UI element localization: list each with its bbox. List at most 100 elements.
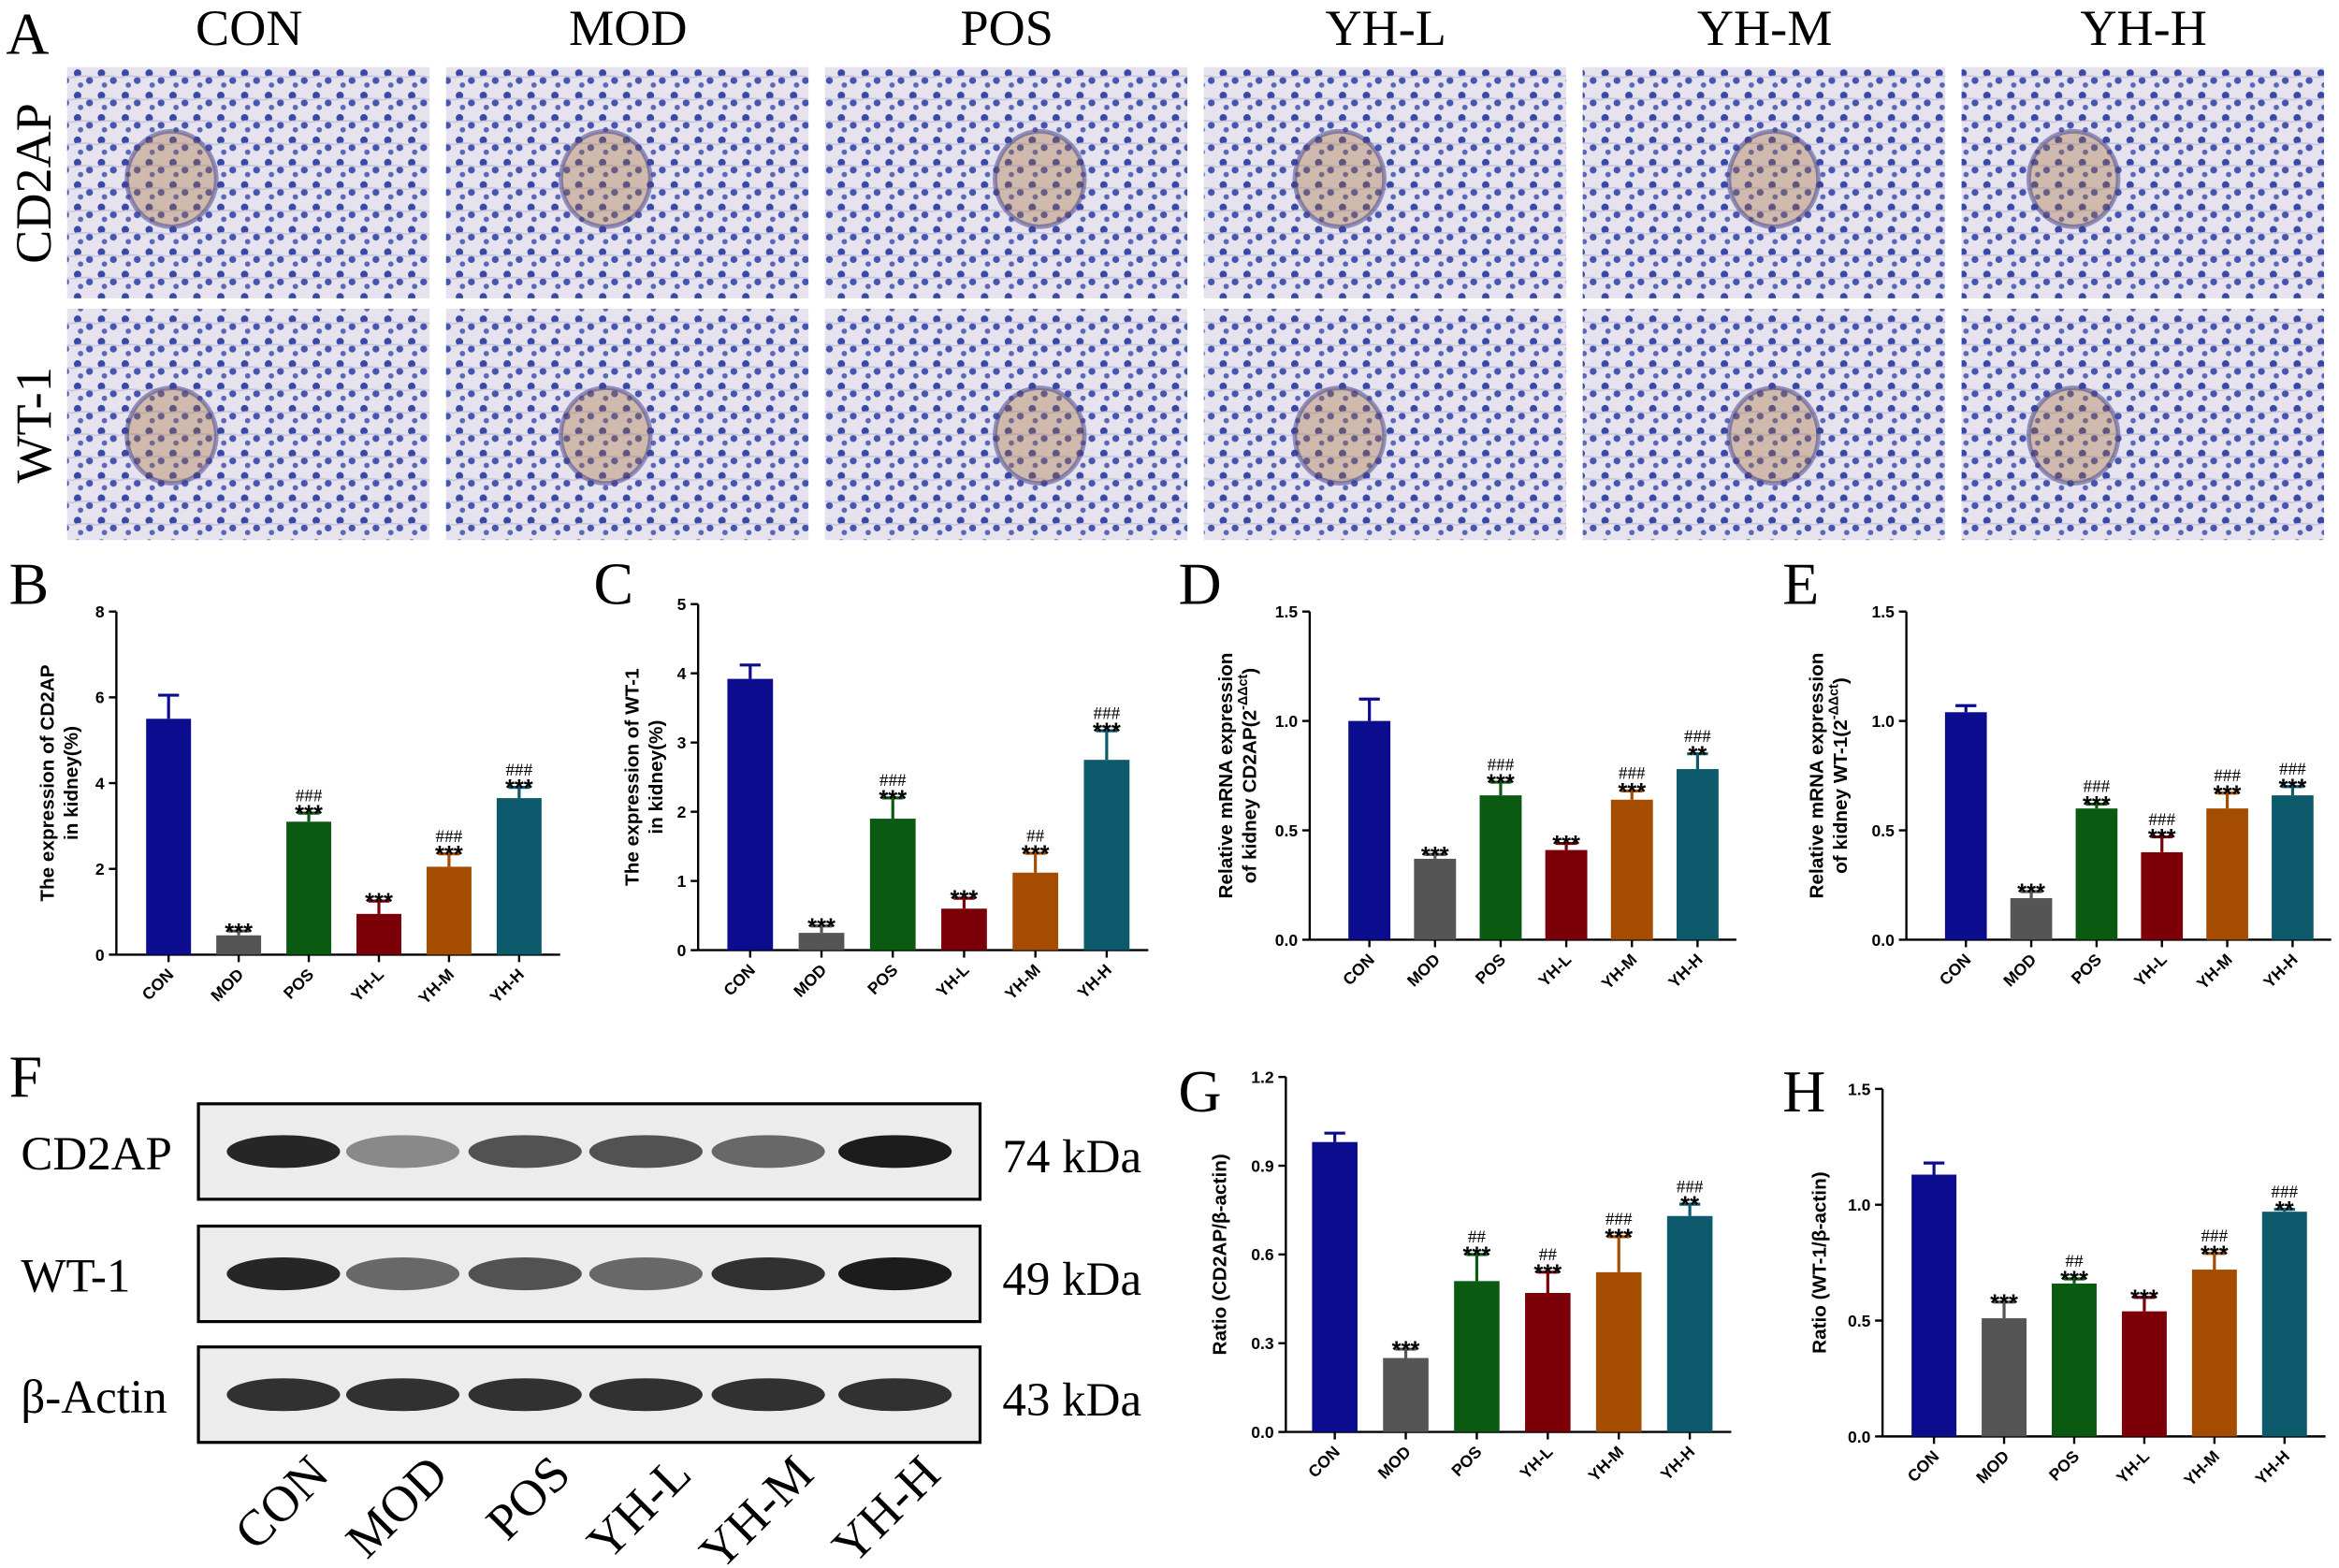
bar bbox=[2121, 1311, 2167, 1437]
x-tick-label: MOD bbox=[1403, 950, 1444, 990]
x-tick-label: YH-L bbox=[933, 960, 973, 1000]
bar bbox=[2191, 1270, 2237, 1437]
significance-stars: ** bbox=[1688, 742, 1707, 768]
significance-hashes: ### bbox=[1619, 764, 1646, 784]
y-tick-label: 0.0 bbox=[1251, 1423, 1274, 1442]
error-bar bbox=[1993, 1300, 2015, 1319]
x-tick-label: YH-H bbox=[487, 965, 528, 1006]
panel-letter: D bbox=[1179, 551, 1222, 617]
blot-band bbox=[711, 1135, 825, 1169]
blot-row-label: β-Actin bbox=[21, 1372, 167, 1424]
y-tick-label: 0.9 bbox=[1251, 1156, 1274, 1175]
glomerulus bbox=[1292, 385, 1387, 486]
y-tick-label: 1.0 bbox=[1872, 712, 1896, 731]
bar bbox=[1414, 858, 1457, 940]
blot-band bbox=[226, 1378, 341, 1412]
column-label: CON bbox=[196, 0, 302, 56]
row-label: CD2AP bbox=[6, 103, 62, 264]
y-axis-label: Ratio (CD2AP/β-actin) bbox=[1210, 1154, 1231, 1355]
significance-hashes: ### bbox=[296, 786, 323, 806]
significance-stars: *** bbox=[879, 786, 907, 812]
blot-band bbox=[838, 1378, 952, 1412]
significance-stars: *** bbox=[951, 887, 979, 913]
micrograph bbox=[445, 309, 809, 541]
significance-hashes: ### bbox=[2271, 1183, 2298, 1202]
bar bbox=[1525, 1292, 1571, 1432]
error-bar bbox=[1923, 1161, 1945, 1175]
error-bar bbox=[882, 796, 904, 820]
x-tick-label: MOD bbox=[1999, 950, 2040, 990]
significance-stars: *** bbox=[225, 920, 253, 946]
x-tick-label: POS bbox=[2068, 950, 2105, 987]
y-tick-label: 1.0 bbox=[1848, 1196, 1871, 1214]
blot-band bbox=[838, 1135, 952, 1169]
glomerulus bbox=[2026, 128, 2121, 229]
y-axis-label: of kidney WT-1(2-ΔΔct) bbox=[1826, 677, 1852, 874]
significance-stars: *** bbox=[2060, 1268, 2088, 1294]
blot-band bbox=[588, 1135, 703, 1169]
error-bar bbox=[2020, 890, 2042, 899]
bar bbox=[496, 798, 542, 955]
y-axis-label-line: Relative mRNA expression bbox=[1215, 653, 1237, 899]
y-tick-label: 5 bbox=[677, 595, 687, 614]
y-axis-label-line: Ratio (WT-1/β-actin) bbox=[1809, 1171, 1831, 1354]
significance-stars: *** bbox=[2148, 825, 2176, 851]
bar bbox=[286, 821, 332, 955]
y-tick-label: 0.0 bbox=[1872, 931, 1896, 950]
bar bbox=[216, 935, 262, 955]
blot-band bbox=[468, 1135, 582, 1169]
x-tick-label: YH-H bbox=[2259, 950, 2301, 991]
bar bbox=[1911, 1174, 1957, 1437]
y-axis-label: in kidney(%) bbox=[646, 720, 667, 835]
significance-hashes: ## bbox=[1026, 826, 1045, 846]
glomerulus bbox=[124, 128, 219, 229]
y-tick-label: 4 bbox=[677, 664, 687, 683]
error-bar bbox=[1358, 697, 1380, 721]
column-label: MOD bbox=[569, 0, 687, 56]
significance-stars: *** bbox=[2083, 792, 2111, 819]
significance-stars: *** bbox=[1022, 842, 1050, 868]
x-tick-label: CON bbox=[719, 961, 759, 1000]
significance-hashes: ## bbox=[2065, 1252, 2084, 1271]
significance-stars: *** bbox=[1605, 1225, 1633, 1251]
y-axis-label: The expression of WT-1 bbox=[621, 668, 643, 886]
x-tick-label: MOD bbox=[1972, 1446, 2012, 1487]
bar bbox=[1012, 872, 1059, 951]
significance-stars: *** bbox=[2201, 1241, 2229, 1268]
y-tick-label: 6 bbox=[95, 689, 105, 707]
y-tick-label: 2 bbox=[95, 860, 105, 878]
blot-size-label: 43 kDa bbox=[1002, 1374, 1141, 1427]
y-axis-label-end: ) bbox=[1239, 668, 1260, 675]
significance-stars: *** bbox=[1990, 1290, 2018, 1316]
y-tick-label: 0.5 bbox=[1848, 1312, 1871, 1330]
error-bar bbox=[1555, 841, 1577, 850]
error-bar bbox=[1687, 752, 1708, 770]
blot-band bbox=[468, 1378, 582, 1412]
y-tick-label: 1.0 bbox=[1275, 712, 1299, 731]
significance-hashes: ## bbox=[1539, 1245, 1558, 1265]
glomerulus bbox=[993, 385, 1087, 486]
significance-hashes: ### bbox=[879, 771, 907, 791]
error-bar bbox=[1678, 1202, 1701, 1216]
bar bbox=[2261, 1212, 2307, 1437]
error-bar bbox=[2274, 1208, 2295, 1212]
significance-stars: *** bbox=[2017, 880, 2045, 907]
y-tick-label: 0.5 bbox=[1872, 821, 1896, 840]
y-axis-label-line: in kidney(%) bbox=[646, 720, 667, 835]
x-tick-label: MOD bbox=[207, 965, 247, 1005]
y-tick-label: 0.0 bbox=[1275, 931, 1299, 950]
bar bbox=[1383, 1357, 1429, 1432]
x-tick-label: YH-M bbox=[1585, 1443, 1628, 1486]
y-tick-label: 1.5 bbox=[1848, 1080, 1871, 1098]
error-bar bbox=[2085, 802, 2108, 809]
glomerulus bbox=[1726, 128, 1821, 229]
blot-size-label: 74 kDa bbox=[1002, 1131, 1141, 1183]
bar bbox=[941, 908, 987, 951]
y-axis-label: of kidney CD2AP(2-ΔΔct) bbox=[1236, 668, 1261, 883]
blot-row-label: WT-1 bbox=[21, 1251, 130, 1303]
error-bar bbox=[1395, 1347, 1416, 1358]
y-tick-label: 0.0 bbox=[1848, 1428, 1871, 1446]
significance-stars: *** bbox=[2130, 1285, 2158, 1312]
error-bar bbox=[508, 786, 530, 799]
